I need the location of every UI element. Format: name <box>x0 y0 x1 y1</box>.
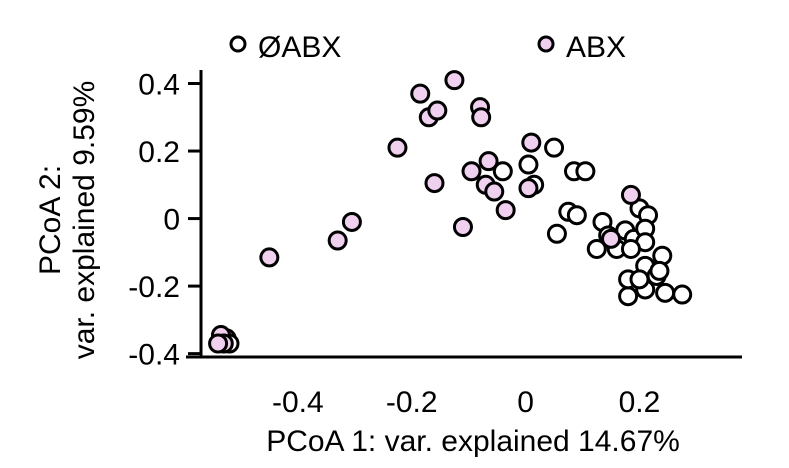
legend-marker-oabx <box>229 35 247 53</box>
abx-point <box>471 107 492 128</box>
oabx-point <box>629 269 650 290</box>
oabx-point <box>586 238 607 259</box>
oabx-point <box>566 205 587 226</box>
x-axis-title: PCoA 1: var. explained 14.67% <box>266 425 680 458</box>
oabx-point <box>620 238 641 259</box>
abx-point <box>478 151 499 172</box>
abx-point <box>620 184 641 205</box>
abx-point <box>208 333 229 354</box>
x-axis-ticks: -0.4 -0.2 0 0.2 <box>272 386 660 419</box>
oabx-point <box>544 137 565 158</box>
abx-point <box>424 173 445 194</box>
abx-point <box>484 181 505 202</box>
y-tick-label: 0 <box>163 204 180 237</box>
legend-label-abx: ABX <box>566 31 626 64</box>
oabx-point <box>618 286 639 307</box>
y-tick-label: 0.2 <box>138 136 180 169</box>
abx-point <box>452 217 473 238</box>
legend-label-oabx: ØABX <box>258 31 341 64</box>
y-tick-label: -0.2 <box>128 271 180 304</box>
x-tick-label: 0 <box>517 386 534 419</box>
legend-marker-abx <box>537 35 555 53</box>
abx-point <box>427 100 448 121</box>
y-tick-label: 0.4 <box>138 69 180 102</box>
y-axis-ticks: 0.4 0.2 0 -0.2 -0.4 <box>128 69 201 372</box>
x-tick-label: -0.4 <box>272 386 324 419</box>
x-tick-label: 0.2 <box>619 386 661 419</box>
series-oabx-points <box>216 137 693 354</box>
oabx-point <box>518 154 539 175</box>
oabx-point <box>546 223 567 244</box>
abx-point <box>495 200 516 221</box>
y-tick-label: -0.4 <box>128 339 180 372</box>
oabx-point <box>575 161 596 182</box>
abx-point <box>387 137 408 158</box>
abx-point <box>521 132 542 153</box>
y-axis-title-line2: var. explained 9.59% <box>68 81 101 360</box>
oabx-point <box>672 284 693 305</box>
oabx-point <box>492 161 513 182</box>
series-abx-points <box>208 70 641 354</box>
abx-point <box>601 228 622 249</box>
x-tick-label: -0.2 <box>386 386 438 419</box>
abx-point <box>444 70 465 91</box>
legend: ØABX ABX <box>229 31 626 64</box>
y-axis-title-line1: PCoA 2: <box>34 165 67 275</box>
abx-point <box>327 230 348 251</box>
abx-point <box>461 161 482 182</box>
abx-point <box>341 211 362 232</box>
abx-point <box>259 247 280 268</box>
abx-point <box>410 83 431 104</box>
oabx-point <box>649 260 670 281</box>
oabx-point <box>655 282 676 303</box>
abx-point <box>518 178 539 199</box>
